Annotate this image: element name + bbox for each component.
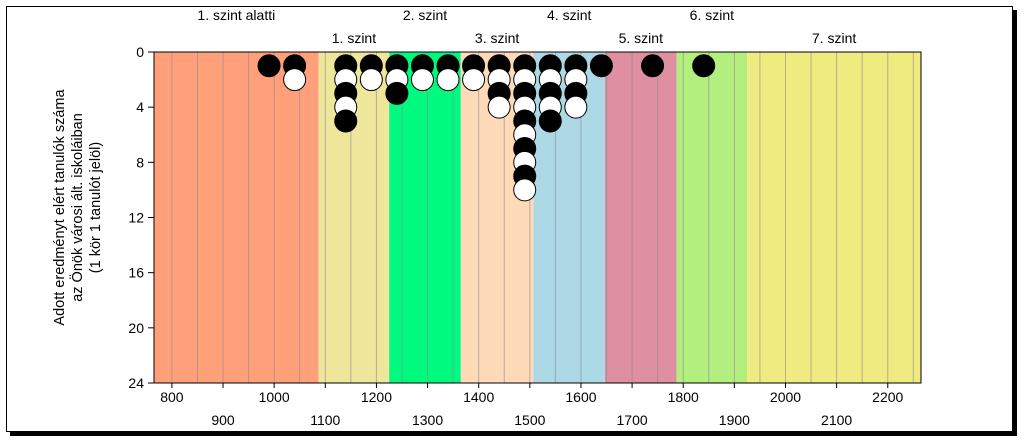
student-marker	[283, 68, 307, 92]
x-tick-label: 1100	[310, 412, 340, 428]
y-axis-label: Adott eredményt elért tanulók száma az Ön…	[52, 88, 104, 325]
y-tick-label: 4	[136, 99, 144, 115]
student-marker	[589, 54, 613, 78]
student-markers	[257, 54, 716, 202]
student-marker	[334, 109, 358, 133]
level-label: 4. szint	[547, 7, 591, 23]
x-tick-label: 900	[211, 412, 235, 428]
level-band-8	[747, 52, 921, 383]
level-bands	[154, 52, 921, 383]
x-tick-label: 1700	[617, 412, 648, 428]
x-tick-label: 2100	[821, 412, 852, 428]
student-marker	[462, 68, 486, 92]
x-tick-label: 2000	[770, 389, 801, 405]
y-axis: 0 4 8 12 16 20 24	[128, 44, 154, 391]
student-marker	[641, 54, 665, 78]
y-tick-label: 24	[128, 375, 144, 391]
student-marker	[436, 68, 460, 92]
student-marker	[410, 68, 434, 92]
level-label: 1. szint	[332, 30, 376, 46]
y-axis-label-line: az Önök városi ált. iskoláiban	[68, 113, 86, 302]
level-band-6	[604, 52, 677, 383]
level-label: 5. szint	[619, 30, 663, 46]
student-marker	[359, 68, 383, 92]
level-label: 7. szint	[812, 30, 856, 46]
level-label: 6. szint	[690, 7, 734, 23]
student-marker	[257, 54, 281, 78]
y-tick-label: 12	[128, 210, 144, 226]
level-label: 2. szint	[403, 7, 447, 23]
x-tick-label: 1300	[412, 412, 443, 428]
x-tick-label: 1000	[259, 389, 290, 405]
x-tick-label: 2200	[872, 389, 903, 405]
x-tick-label: 1200	[361, 389, 392, 405]
student-marker	[692, 54, 716, 78]
x-tick-label: 1500	[514, 412, 545, 428]
y-axis-label-line: Adott eredményt elért tanulók száma	[52, 88, 68, 325]
x-tick-label: 1900	[719, 412, 750, 428]
student-marker	[564, 95, 588, 119]
student-marker	[538, 109, 562, 133]
x-tick-label: 1400	[463, 389, 494, 405]
x-tick-label: 800	[160, 389, 184, 405]
y-tick-label: 0	[136, 44, 144, 60]
level-band-1	[154, 52, 319, 383]
x-tick-label: 1600	[565, 389, 596, 405]
y-tick-label: 16	[128, 265, 144, 281]
level-label: 3. szint	[475, 30, 519, 46]
level-band-7	[676, 52, 748, 383]
level-label: 1. szint alatti	[197, 7, 275, 23]
student-marker	[385, 81, 409, 105]
level-labels: 1. szint alatti 2. szint 4. szint 6. szint 1…	[197, 7, 856, 46]
x-tick-label: 1800	[668, 389, 699, 405]
x-axis: 800 900 1000 1100 1200 1300 1400 1500 1600 1700 18…	[160, 383, 904, 428]
student-marker	[487, 95, 511, 119]
y-axis-label-line: (1 kör 1 tanulót jelöl)	[88, 142, 104, 273]
level-band-3	[389, 52, 461, 383]
y-tick-label: 8	[136, 154, 144, 170]
student-marker	[513, 178, 537, 202]
y-tick-label: 20	[128, 320, 144, 336]
